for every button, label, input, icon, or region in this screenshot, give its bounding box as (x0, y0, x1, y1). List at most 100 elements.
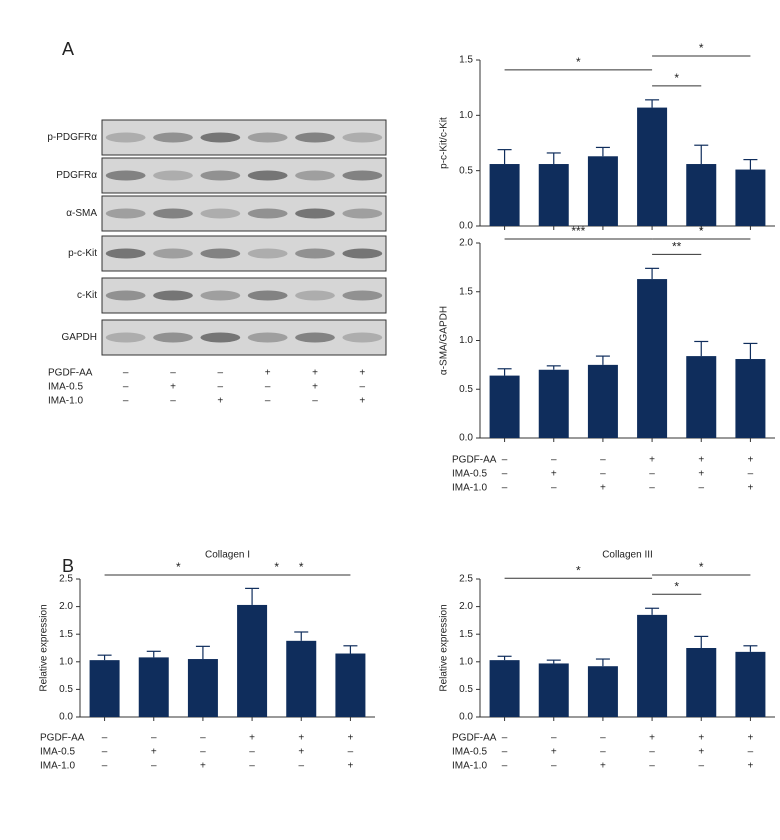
condition-sign: + (649, 733, 655, 744)
bar (587, 364, 618, 438)
bar (138, 657, 169, 717)
bar (89, 660, 120, 717)
blot-band (153, 332, 193, 343)
error-bar (497, 655, 512, 661)
error-bar (645, 607, 660, 615)
condition-sign: – (123, 396, 129, 407)
error-bar (743, 645, 758, 652)
blot-label: GAPDH (61, 332, 97, 343)
y-axis-label: p-c-Kit/c-Kit (439, 117, 450, 169)
condition-label: IMA-0.5 (452, 747, 487, 758)
error-bar (294, 631, 309, 641)
blot-band (153, 170, 193, 181)
condition-label: IMA-0.5 (40, 747, 75, 758)
condition-sign: – (748, 747, 754, 758)
significance-label: * (576, 563, 581, 577)
condition-sign: + (312, 382, 318, 393)
bar (735, 359, 766, 438)
condition-sign: – (502, 733, 508, 744)
significance-label: * (274, 560, 279, 574)
condition-sign: – (200, 747, 206, 758)
bar (335, 653, 366, 717)
error-bar (694, 635, 709, 648)
condition-sign: + (200, 761, 206, 772)
condition-sign: – (649, 761, 655, 772)
blot-band (153, 208, 193, 219)
blot-band (105, 290, 146, 301)
error-bar (595, 355, 610, 365)
bar (538, 369, 569, 438)
condition-sign: + (151, 747, 157, 758)
y-tick-label: 0.5 (459, 384, 473, 395)
condition-sign: – (298, 761, 304, 772)
significance-label: * (699, 224, 704, 238)
condition-sign: – (151, 761, 157, 772)
condition-sign: + (747, 483, 753, 494)
bar (587, 156, 618, 226)
blot-band (247, 132, 288, 143)
bar (637, 614, 668, 717)
blot-band (153, 248, 193, 259)
error-bar (497, 149, 512, 165)
blot-band (105, 208, 146, 219)
condition-sign: – (649, 469, 655, 480)
y-tick-label: 1.0 (459, 110, 473, 121)
blot-label: p-c-Kit (68, 248, 97, 259)
error-bar (146, 650, 161, 658)
condition-sign: – (698, 761, 704, 772)
chart-title: Collagen III (602, 550, 653, 561)
condition-label: IMA-0.5 (452, 469, 487, 480)
blot-label: α-SMA (66, 208, 97, 219)
blot-band (295, 248, 335, 259)
blot-band (105, 332, 146, 343)
y-tick-label: 0.5 (59, 684, 73, 695)
condition-label: PGDF-AA (40, 733, 85, 744)
condition-sign: – (170, 396, 176, 407)
error-bar (497, 368, 512, 376)
blot-band (342, 132, 383, 143)
blot-band (105, 170, 146, 181)
bar (735, 169, 766, 226)
condition-sign: – (218, 382, 224, 393)
significance-label: * (299, 560, 304, 574)
y-tick-label: 2.0 (59, 601, 73, 612)
y-tick-label: 1.0 (59, 656, 73, 667)
blot-band (342, 332, 383, 343)
blot-band (200, 248, 241, 259)
blot-band (200, 332, 241, 343)
condition-label: PGDF-AA (48, 368, 93, 379)
condition-label: IMA-1.0 (452, 483, 487, 494)
condition-label: IMA-1.0 (48, 396, 83, 407)
blot-band (295, 332, 335, 343)
blot-strip (101, 235, 387, 272)
condition-sign: – (502, 747, 508, 758)
condition-sign: – (649, 747, 655, 758)
y-tick-label: 1.5 (459, 629, 473, 640)
bar (237, 604, 268, 717)
bar (637, 107, 668, 226)
condition-sign: – (265, 382, 271, 393)
bar (686, 648, 717, 717)
condition-sign: + (347, 733, 353, 744)
condition-sign: – (102, 733, 108, 744)
y-tick-label: 1.5 (459, 286, 473, 297)
blot-band (295, 208, 335, 219)
condition-sign: + (698, 733, 704, 744)
blot-band (247, 332, 288, 343)
blot-band (342, 248, 383, 259)
condition-sign: + (170, 382, 176, 393)
panel-label: A (62, 39, 74, 59)
condition-sign: – (102, 761, 108, 772)
condition-sign: – (551, 761, 557, 772)
error-bar (546, 365, 561, 370)
condition-sign: + (600, 761, 606, 772)
condition-sign: – (600, 455, 606, 466)
condition-sign: – (698, 483, 704, 494)
condition-sign: – (312, 396, 318, 407)
condition-sign: + (359, 368, 365, 379)
condition-sign: + (347, 761, 353, 772)
condition-sign: + (747, 733, 753, 744)
y-tick-label: 0.5 (459, 684, 473, 695)
condition-sign: – (265, 396, 271, 407)
condition-sign: – (502, 469, 508, 480)
